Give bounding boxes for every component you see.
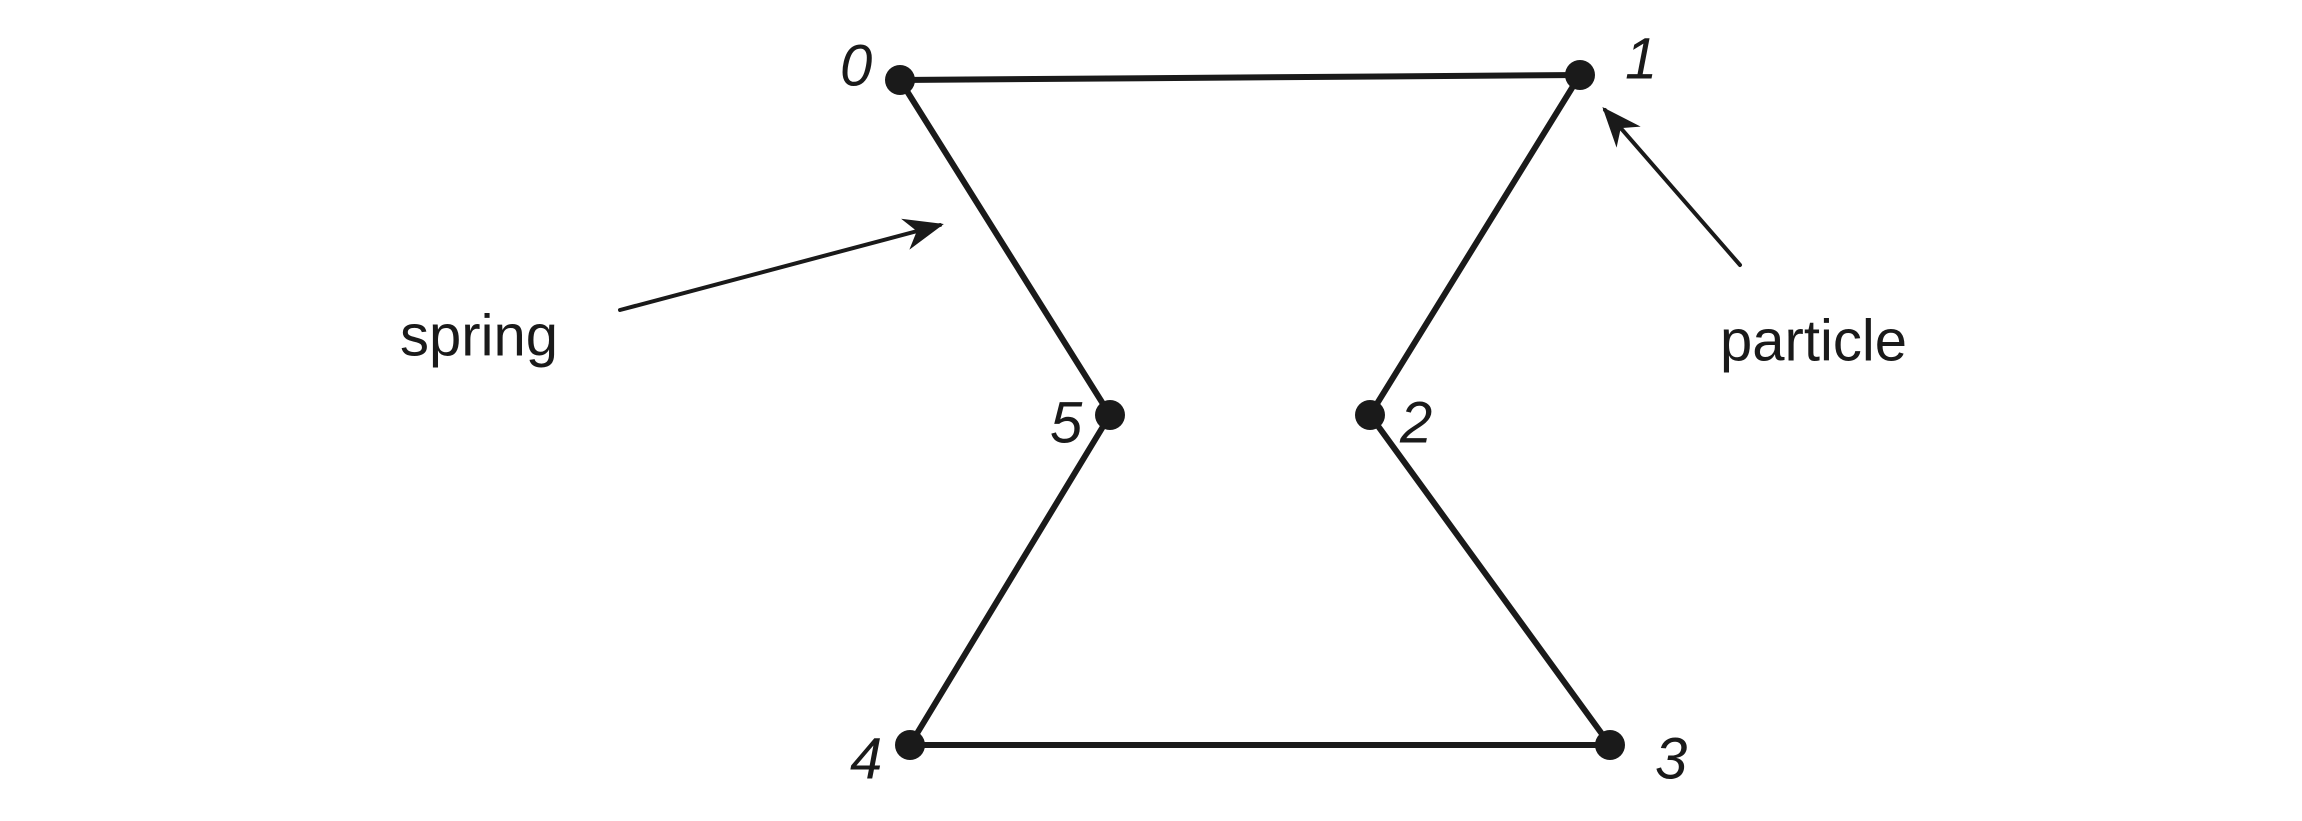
annotation-arrow-1 [1605,110,1740,265]
node-0 [885,65,915,95]
edge-5-0 [900,80,1110,415]
edge-0-1 [900,75,1580,80]
edge-4-5 [910,415,1110,745]
node-label-5: 5 [1050,390,1083,455]
edge-1-2 [1370,75,1580,415]
annotations-group: spring particle [400,110,1907,373]
node-label-0: 0 [840,33,872,98]
annotation-text-1: particle [1720,308,1907,373]
edge-2-3 [1370,415,1610,745]
node-label-4: 4 [850,726,882,791]
node-label-1: 1 [1625,26,1657,91]
node-label-3: 3 [1655,726,1687,791]
nodes-group [885,60,1625,760]
node-label-2: 2 [1399,390,1432,455]
annotation-arrow-0 [620,225,940,310]
node-4 [895,730,925,760]
node-1 [1565,60,1595,90]
node-5 [1095,400,1125,430]
edges-group [900,75,1610,745]
annotation-text-0: spring [400,303,558,368]
node-2 [1355,400,1385,430]
diagram-canvas: 0 1 2 3 4 5 spring particle [0,0,2302,821]
node-3 [1595,730,1625,760]
